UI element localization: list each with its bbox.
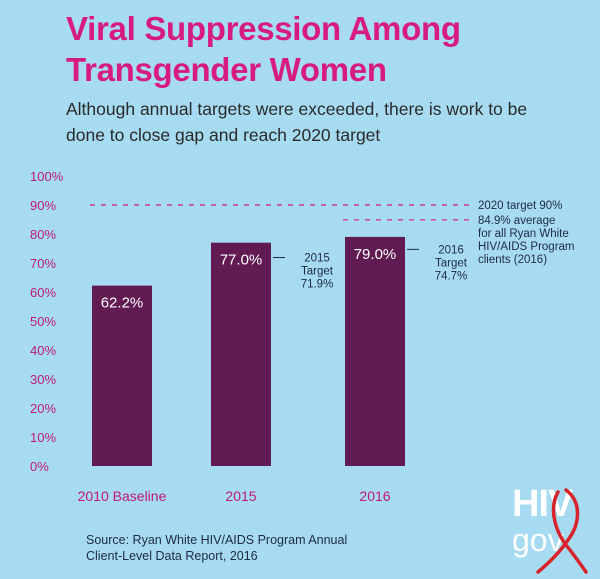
y-tick-label: 60% (30, 285, 56, 300)
y-axis: 0% 10% 20% 30% 40% 50% 60% 70% 80% 90% 100% (30, 169, 64, 474)
y-tick-label: 100% (30, 169, 64, 184)
x-tick-label: 2016 (359, 488, 390, 504)
y-tick-label: 10% (30, 430, 56, 445)
reference-line-label: 2020 target 90% (478, 200, 562, 212)
bar-chart: 0% 10% 20% 30% 40% 50% 60% 70% 80% 90% 100% 62.2% 7… (30, 169, 575, 504)
target-label: Target (301, 265, 334, 277)
target-label: 71.9% (301, 278, 334, 290)
y-tick-label: 30% (30, 372, 56, 387)
y-tick-label: 40% (30, 343, 56, 358)
y-tick-label: 50% (30, 314, 56, 329)
target-label: 2016 (438, 244, 464, 256)
x-tick-label: 2010 Baseline (78, 488, 167, 504)
bar-value-label: 77.0% (220, 252, 263, 269)
bar-value-label: 62.2% (101, 295, 144, 312)
hiv-gov-logo[interactable]: HIV gov (508, 484, 588, 576)
reference-line-label: for all Ryan White (478, 228, 569, 240)
target-label: 2015 (304, 252, 330, 264)
source-line-2: Client-Level Data Report, 2016 (86, 549, 258, 563)
y-tick-label: 20% (30, 401, 56, 416)
target-label: 74.7% (435, 270, 468, 282)
y-tick-label: 0% (30, 459, 49, 474)
y-tick-label: 70% (30, 256, 56, 271)
target-label: Target (435, 257, 468, 269)
bar (345, 236, 405, 466)
x-axis: 2010 Baseline 2015 2016 (78, 488, 391, 504)
chart-subtitle: Although annual targets were exceeded, t… (66, 99, 528, 145)
red-ribbon-icon (536, 488, 588, 574)
logo-gov-text: gov (512, 522, 564, 558)
bars: 62.2% 77.0% 79.0% (92, 236, 405, 466)
source-line-1: Source: Ryan White HIV/AIDS Program Annu… (86, 533, 348, 547)
logo-hiv-text: HIV (512, 483, 573, 525)
chart-title: Viral Suppression Among Transgender Wome… (66, 10, 461, 88)
y-tick-label: 80% (30, 227, 56, 242)
reference-line-label: clients (2016) (478, 254, 547, 266)
source-note: Source: Ryan White HIV/AIDS Program Annu… (86, 532, 406, 564)
x-tick-label: 2015 (225, 488, 256, 504)
bar-value-label: 79.0% (354, 246, 397, 263)
reference-line-label: 84.9% average (478, 215, 555, 227)
y-tick-label: 90% (30, 198, 56, 213)
bar (92, 285, 152, 466)
bar (211, 242, 271, 466)
reference-line-label: HIV/AIDS Program (478, 241, 575, 253)
